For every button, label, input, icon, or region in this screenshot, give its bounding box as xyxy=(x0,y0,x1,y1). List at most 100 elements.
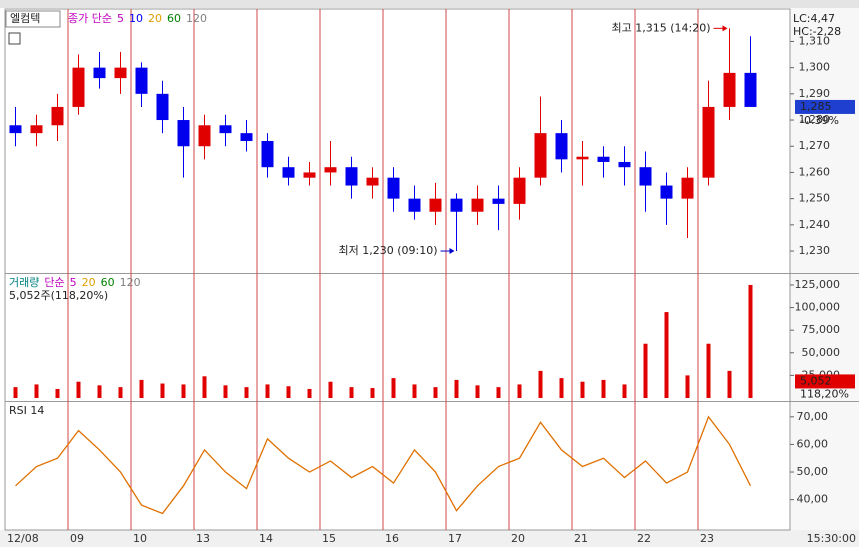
legend-period: 20 xyxy=(82,276,96,289)
volume-bar xyxy=(475,385,480,398)
candle-body xyxy=(597,156,610,162)
volume-bar xyxy=(664,312,669,398)
date-label: 15 xyxy=(322,532,336,545)
rsi-line xyxy=(15,415,752,515)
legend-label: 종가 단순 xyxy=(68,12,112,25)
date-label: 12/08 xyxy=(7,532,39,545)
volume-bar xyxy=(685,375,690,398)
volume-bar xyxy=(559,378,564,398)
y-tick-label: 60,00 xyxy=(797,437,829,450)
volume-bar xyxy=(34,384,39,398)
legend-title: RSI 14 xyxy=(9,404,44,417)
volume-bar xyxy=(517,384,522,398)
legend-period: 10 xyxy=(129,12,143,25)
date-label: 13 xyxy=(196,532,210,545)
volume-bar xyxy=(265,384,270,398)
arrow-head xyxy=(722,25,728,32)
volume-bar xyxy=(370,388,375,398)
hc-label: HC:-2,28 xyxy=(793,25,841,38)
y-tick-label: 50,00 xyxy=(797,465,829,478)
volume-bar xyxy=(391,378,396,398)
volume-bar xyxy=(412,384,417,398)
candle-body xyxy=(429,198,442,212)
price-axis-area xyxy=(790,8,859,530)
candle-body xyxy=(450,198,463,212)
stock-name: 엘컴텍 xyxy=(10,12,40,25)
legend: 종가 단순 5 10 20 60 120 xyxy=(68,12,207,25)
candle-body xyxy=(135,67,148,94)
volume-bar xyxy=(139,379,144,398)
volume-bar xyxy=(307,388,312,398)
candle-body xyxy=(9,125,22,134)
candle-body xyxy=(72,67,85,107)
volume-bar xyxy=(349,387,354,398)
grid-icon xyxy=(8,32,21,45)
candle-body xyxy=(51,106,64,126)
legend-period: 5 xyxy=(117,12,124,25)
legend-period: 120 xyxy=(120,276,141,289)
candle-body xyxy=(345,167,358,186)
annotation: 최저 1,230 (09:10) xyxy=(338,244,437,257)
date-label: 09 xyxy=(70,532,84,545)
candle-body xyxy=(198,125,211,147)
legend-period: 5 xyxy=(70,276,77,289)
candle-body xyxy=(471,198,484,212)
y-tick-label: 1,270 xyxy=(799,139,831,152)
candle-body xyxy=(282,167,295,178)
date-label: 16 xyxy=(385,532,399,545)
date-label: 17 xyxy=(448,532,462,545)
volume-bar xyxy=(538,370,543,398)
volume-bar xyxy=(328,381,333,398)
candle-body xyxy=(408,198,421,212)
date-axis xyxy=(0,530,859,547)
y-tick-label: 50,000 xyxy=(802,346,841,359)
candle-body xyxy=(681,177,694,199)
volume-bar xyxy=(601,379,606,398)
volume-bar xyxy=(580,381,585,398)
candle-body xyxy=(93,67,106,79)
volume-bar xyxy=(13,387,18,398)
candle-body xyxy=(702,106,715,178)
plot-border xyxy=(4,8,791,531)
legend-title: 거래량 xyxy=(9,276,39,289)
arrow-head xyxy=(449,248,455,255)
last-volume-box xyxy=(795,374,855,389)
candle-body xyxy=(177,120,190,147)
y-tick-label: 1,250 xyxy=(799,192,831,205)
volume-bar xyxy=(160,383,165,398)
lc-label: LC:4,47 xyxy=(793,12,835,25)
time-label: 15:30:00 xyxy=(807,532,856,545)
volume-bar xyxy=(118,387,123,398)
legend-period: 120 xyxy=(186,12,207,25)
volume-bar xyxy=(433,387,438,398)
y-tick-label: 75,000 xyxy=(802,323,841,336)
volume-bar xyxy=(727,370,732,398)
volume-bar xyxy=(202,376,207,398)
legend-period: 60 xyxy=(101,276,115,289)
last-volume: 5,052 xyxy=(800,374,832,387)
legend-period: 20 xyxy=(148,12,162,25)
date-label: 10 xyxy=(133,532,147,545)
volume-bar xyxy=(454,379,459,398)
last-price: 1,285 xyxy=(800,100,832,113)
legend: 거래량 단순 5 20 60 120 xyxy=(9,276,141,289)
legend-period: 60 xyxy=(167,12,181,25)
volume-bar xyxy=(643,343,648,398)
candle-body xyxy=(303,172,316,178)
candle-body xyxy=(744,72,757,107)
y-tick-label: 100,000 xyxy=(795,301,841,314)
y-tick-label: 1,310 xyxy=(799,34,831,47)
volume-bar xyxy=(622,384,627,398)
candle-body xyxy=(723,72,736,107)
volume-bar xyxy=(496,387,501,398)
candle-body xyxy=(492,198,505,204)
date-label: 14 xyxy=(259,532,273,545)
candle-body xyxy=(30,125,43,134)
date-label: 20 xyxy=(511,532,525,545)
candle-body xyxy=(513,177,526,204)
y-tick-label: 1,280 xyxy=(799,113,831,126)
y-tick-label: 1,240 xyxy=(799,218,831,231)
candle-body xyxy=(240,133,253,141)
candle-body xyxy=(114,67,127,79)
